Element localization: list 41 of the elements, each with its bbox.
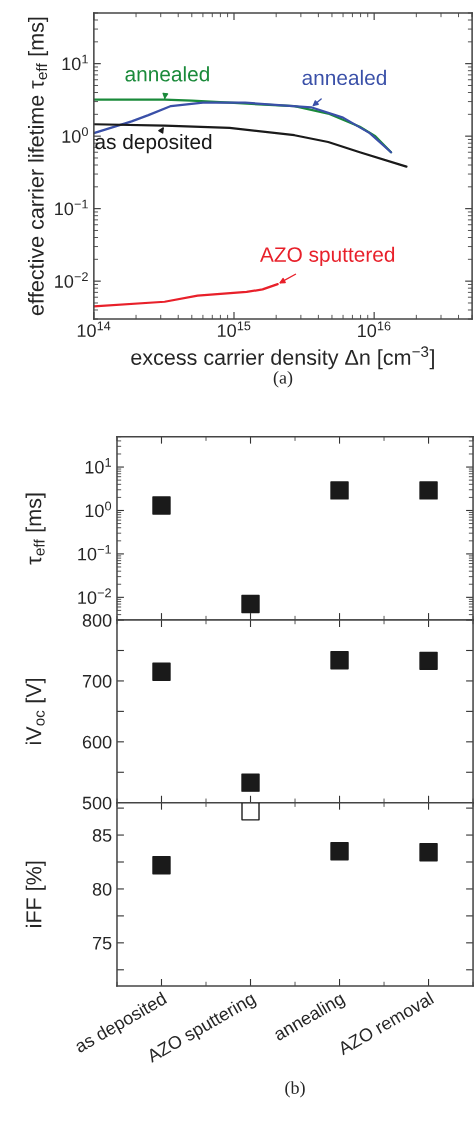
- y-tick-label: 500: [82, 796, 112, 810]
- y-axis-title: iFF [%]: [25, 861, 46, 927]
- y-axis-title: effective carrier lifetime τ$_{eff}$ [ms]: [27, 17, 49, 316]
- y-tick-label: 10$^{0}$: [85, 501, 112, 518]
- annotation: annealed: [302, 69, 386, 86]
- y-axis-title: τ$_{eff}$ [ms]: [25, 493, 46, 565]
- x-axis-title: excess carrier density Δn [cm$^{−3}$]: [131, 346, 434, 370]
- point: [241, 773, 260, 792]
- annotation: annealed: [125, 66, 209, 82]
- y-tick-label: 80: [92, 882, 112, 896]
- point: [419, 843, 438, 862]
- y-tick-label: 85: [92, 828, 112, 842]
- point: [419, 651, 438, 671]
- y-tick-label: 10$^{1}$: [62, 54, 88, 71]
- y-tick-label: 10$^{−2}$: [78, 588, 111, 605]
- y-tick-label: 800: [82, 613, 112, 627]
- y-tick-label: 10$^{−1}$: [78, 544, 111, 561]
- y-axis-title: iV$_{oc}$ [V]: [25, 678, 46, 745]
- point: [152, 496, 171, 515]
- point: [330, 481, 349, 500]
- x-tick-label: 10$^{16}$: [358, 321, 391, 338]
- annotation: AZO sputtered: [260, 246, 395, 267]
- text: (b): [285, 1081, 305, 1098]
- y-tick-label: 75: [92, 936, 112, 950]
- point: [330, 651, 349, 670]
- point: [152, 856, 171, 875]
- x-tick-label: 10$^{14}$: [77, 321, 111, 338]
- point: [152, 662, 171, 682]
- y-tick-label: 10$^{1}$: [85, 458, 111, 474]
- y-tick-label: 600: [82, 735, 112, 749]
- y-tick-label: 10$^{−2}$: [55, 272, 88, 288]
- text: (a): [273, 371, 293, 388]
- point: [241, 594, 260, 614]
- annotation: as deposited: [95, 133, 212, 154]
- x-tick-label: 10$^{15}$: [217, 321, 251, 338]
- point: [419, 481, 438, 500]
- y-tick-label: 700: [82, 674, 112, 688]
- point: [330, 842, 349, 861]
- y-tick-label: 10$^{0}$: [62, 127, 88, 143]
- y-tick-label: 10$^{−1}$: [55, 199, 88, 216]
- point: [241, 802, 260, 821]
